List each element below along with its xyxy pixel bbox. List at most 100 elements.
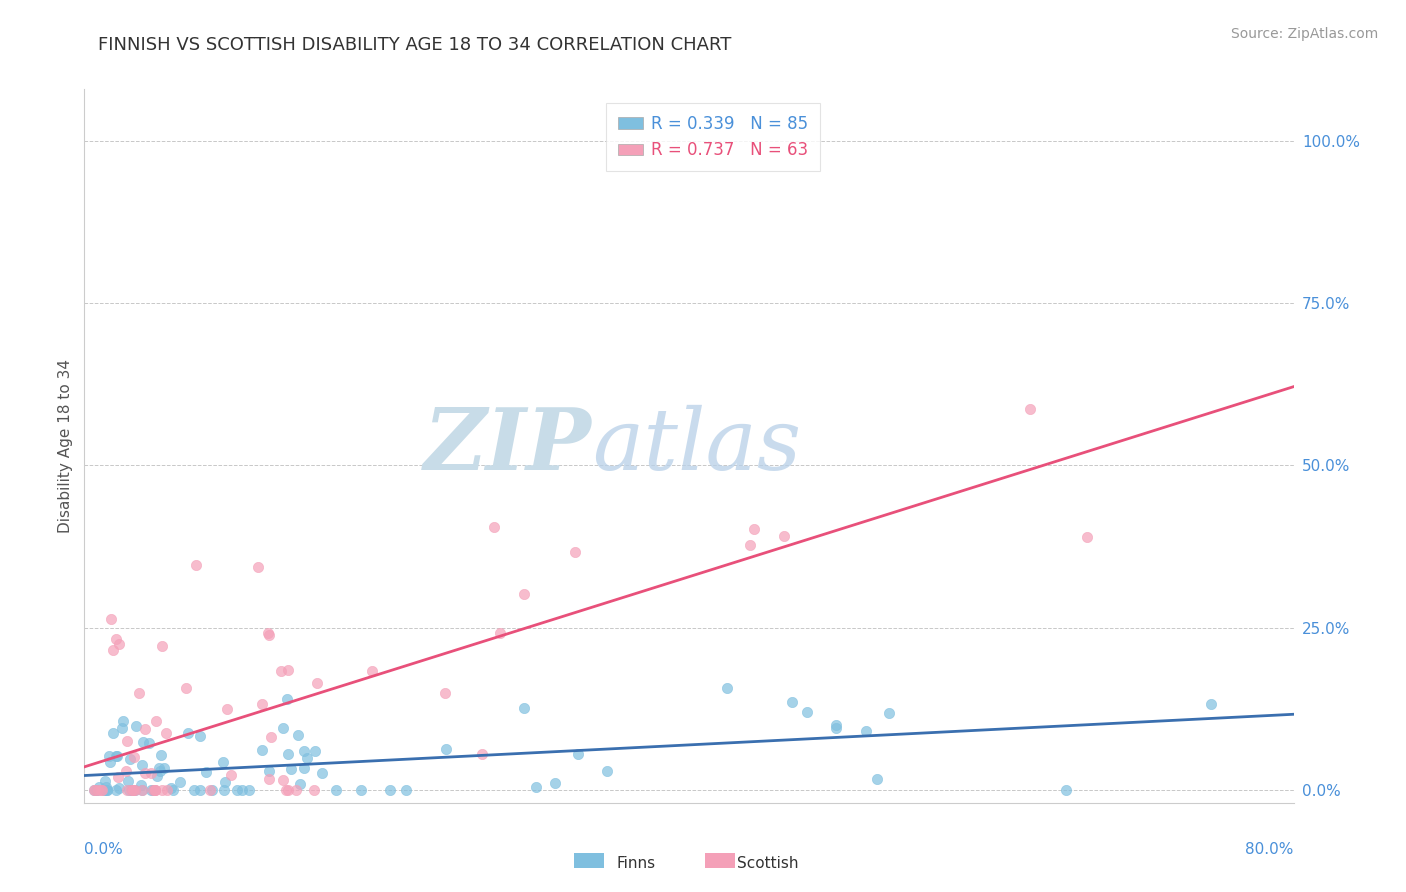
Point: [304, 782, 326, 797]
Point: [96, 782, 118, 797]
FancyBboxPatch shape: [704, 853, 735, 869]
Point: [103, 726, 125, 740]
Point: [567, 747, 589, 761]
Point: [117, 733, 139, 747]
Text: 80.0%: 80.0%: [1246, 842, 1294, 857]
Point: [169, 775, 191, 789]
Point: [124, 782, 146, 797]
Point: [773, 529, 796, 543]
Point: [276, 692, 298, 706]
Point: [162, 782, 184, 797]
Point: [160, 780, 183, 795]
Point: [141, 766, 163, 780]
Point: [120, 782, 142, 797]
Point: [177, 726, 200, 740]
Point: [98, 755, 121, 769]
Point: [105, 632, 128, 647]
Point: [274, 782, 297, 797]
Point: [489, 626, 512, 640]
Point: [284, 782, 307, 797]
Point: [105, 748, 128, 763]
Point: [201, 782, 224, 797]
Point: [118, 751, 141, 765]
Point: [877, 706, 900, 720]
Point: [122, 750, 145, 764]
Point: [122, 782, 145, 797]
Point: [378, 782, 401, 797]
Point: [512, 701, 534, 715]
Point: [287, 728, 309, 742]
Point: [280, 762, 302, 776]
Point: [250, 743, 273, 757]
Point: [101, 643, 124, 657]
Point: [246, 560, 269, 574]
Point: [226, 782, 249, 797]
Point: [198, 782, 221, 797]
Point: [716, 681, 738, 696]
Point: [150, 782, 173, 797]
Point: [596, 764, 619, 779]
Point: [350, 782, 373, 797]
Point: [94, 782, 117, 797]
Point: [146, 769, 169, 783]
Point: [524, 780, 547, 794]
Point: [564, 544, 586, 558]
Point: [107, 781, 129, 796]
Point: [277, 747, 299, 761]
Point: [325, 782, 347, 797]
Point: [117, 774, 139, 789]
Point: [190, 782, 212, 797]
Point: [742, 522, 765, 536]
Point: [484, 520, 506, 534]
Point: [134, 722, 156, 736]
Point: [132, 735, 155, 749]
Point: [129, 778, 152, 792]
Point: [217, 702, 239, 716]
Point: [796, 706, 818, 720]
Point: [183, 782, 205, 797]
Point: [100, 612, 122, 626]
Point: [153, 760, 176, 774]
Point: [257, 772, 280, 786]
Point: [115, 764, 138, 778]
Point: [118, 782, 141, 797]
Text: Source: ZipAtlas.com: Source: ZipAtlas.com: [1230, 27, 1378, 41]
FancyBboxPatch shape: [574, 853, 605, 869]
Point: [124, 719, 146, 733]
Point: [297, 751, 319, 765]
Point: [94, 774, 117, 789]
Text: atlas: atlas: [592, 405, 801, 487]
Point: [250, 697, 273, 711]
Point: [544, 776, 567, 790]
Point: [83, 782, 105, 797]
Point: [143, 782, 166, 797]
Point: [219, 767, 242, 781]
Point: [311, 766, 333, 780]
Point: [128, 686, 150, 700]
Point: [194, 765, 217, 780]
Point: [433, 686, 456, 700]
Point: [145, 714, 167, 728]
Point: [1054, 782, 1077, 797]
Point: [96, 782, 118, 797]
Point: [471, 747, 494, 761]
Point: [97, 749, 120, 764]
Point: [174, 681, 197, 695]
Point: [271, 772, 294, 787]
Point: [825, 721, 848, 735]
Text: Scottish: Scottish: [737, 856, 799, 871]
Point: [108, 637, 131, 651]
Point: [824, 718, 846, 732]
Text: ZIP: ZIP: [425, 404, 592, 488]
Point: [86, 782, 108, 797]
Point: [155, 725, 177, 739]
Legend: R = 0.339   N = 85, R = 0.737   N = 63: R = 0.339 N = 85, R = 0.737 N = 63: [606, 103, 820, 171]
Point: [134, 766, 156, 780]
Point: [866, 772, 889, 787]
Text: FINNISH VS SCOTTISH DISABILITY AGE 18 TO 34 CORRELATION CHART: FINNISH VS SCOTTISH DISABILITY AGE 18 TO…: [98, 36, 731, 54]
Point: [112, 714, 135, 728]
Point: [138, 736, 160, 750]
Point: [277, 663, 299, 677]
Point: [304, 744, 326, 758]
Point: [150, 639, 173, 653]
